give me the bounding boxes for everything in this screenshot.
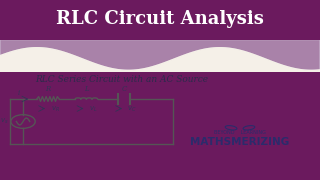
Text: $v_C$: $v_C$ <box>127 105 137 114</box>
Text: BEYOND    LEARNING: BEYOND LEARNING <box>214 130 266 135</box>
Text: $v_L$: $v_L$ <box>89 105 98 114</box>
Text: RLC Circuit Analysis: RLC Circuit Analysis <box>56 10 264 28</box>
Text: i: i <box>18 89 20 97</box>
Text: L: L <box>84 85 89 93</box>
Text: C: C <box>121 85 127 93</box>
Text: $v_R$: $v_R$ <box>51 105 60 114</box>
Text: RLC Series Circuit with an AC Source: RLC Series Circuit with an AC Source <box>35 75 208 84</box>
Text: $v_s$: $v_s$ <box>0 117 8 126</box>
Text: R: R <box>45 85 51 93</box>
Text: MATHSMERIZING: MATHSMERIZING <box>190 137 290 147</box>
